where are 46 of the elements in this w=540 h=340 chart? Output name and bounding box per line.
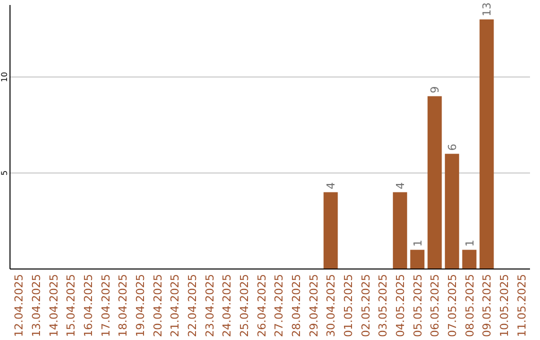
x-tick-label: 08.05.2025 [463,274,476,337]
x-tick-label: 17.04.2025 [99,274,112,337]
bar [480,19,494,269]
x-tick-label: 11.05.2025 [515,274,528,337]
x-tick-label: 15.04.2025 [64,274,78,337]
x-tick-label: 18.04.2025 [116,274,130,337]
x-tick-label: 09.05.2025 [480,274,494,337]
x-tick-label: 19.04.2025 [134,274,147,337]
x-tick-label: 22.04.2025 [186,274,199,337]
x-tick-label: 20.04.2025 [151,274,164,337]
data-label: 6 [446,144,459,151]
bar [428,96,442,269]
bar [324,192,338,269]
x-tick-label: 24.04.2025 [220,274,234,337]
x-tick-label: 05.05.2025 [411,274,424,337]
x-tick-label: 21.04.2025 [168,274,182,337]
data-label: 1 [411,240,424,247]
data-label: 4 [394,182,407,190]
x-tick-label: 02.05.2025 [359,274,372,337]
x-tick-label: 25.04.2025 [238,274,251,337]
x-tick-label: 23.04.2025 [203,274,216,337]
bar [462,250,476,269]
x-tick-label: 07.05.2025 [446,274,459,337]
data-label: 13 [480,2,494,16]
x-tick-label: 06.05.2025 [428,274,442,337]
x-tick-label: 29.04.2025 [307,274,320,337]
x-tick-label: 13.04.2025 [30,274,43,337]
x-tick-label: 28.04.2025 [290,274,303,337]
x-tick-label: 03.05.2025 [376,274,390,337]
x-tick-label: 12.04.2025 [12,274,26,337]
bar [392,192,408,269]
x-tick-label: 26.04.2025 [255,274,268,337]
data-label: 4 [324,182,338,190]
y-tick-label: 5 [0,170,9,176]
x-tick-label: 27.04.2025 [272,274,286,337]
bar [444,154,460,269]
x-tick-label: 10.05.2025 [498,274,511,337]
data-label: 1 [463,240,476,247]
x-tick-label: 16.04.2025 [82,274,95,337]
y-tick-label: 10 [0,72,9,82]
x-tick-label: 14.04.2025 [47,274,60,337]
x-tick-label: 04.05.2025 [394,274,407,337]
bar [410,250,424,269]
x-tick-label: 30.04.2025 [324,274,338,337]
x-tick-label: 01.05.2025 [342,274,355,337]
data-label: 9 [428,86,442,94]
